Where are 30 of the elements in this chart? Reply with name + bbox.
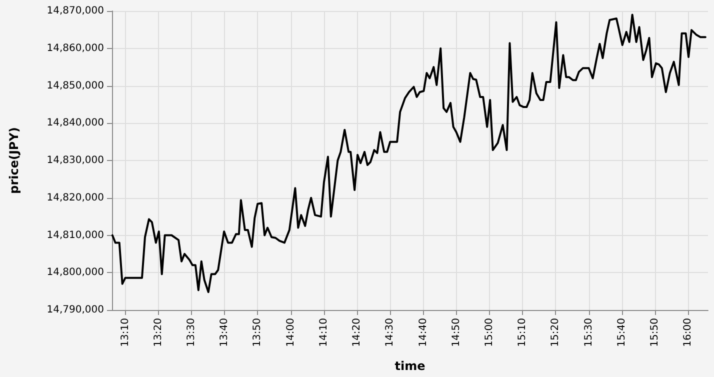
y-tick-label: 14,820,000 <box>46 192 104 204</box>
y-tick-label: 14,830,000 <box>46 155 104 166</box>
y-tick-label: 14,870,000 <box>46 6 104 16</box>
y-axis-title: price(JPY) <box>7 127 21 194</box>
x-tick-label: 13:30 <box>186 318 197 347</box>
x-tick-label: 16:00 <box>682 318 694 347</box>
x-tick-label: 14:30 <box>384 318 396 347</box>
y-tick-label: 14,810,000 <box>46 230 104 241</box>
x-tick-label: 14:00 <box>285 318 296 347</box>
x-tick-label: 15:40 <box>616 318 628 347</box>
x-axis-title: time <box>394 359 426 373</box>
y-tick-label: 14,860,000 <box>46 42 104 54</box>
x-tick-label: 13:50 <box>252 318 264 347</box>
x-tick-label: 14:20 <box>352 318 363 347</box>
x-tick-label: 15:10 <box>517 318 528 347</box>
x-tick-label: 15:20 <box>550 318 562 347</box>
x-tick-label: 13:10 <box>120 318 131 347</box>
y-tick-label: 14,790,000 <box>46 304 104 316</box>
x-tick-label: 13:40 <box>219 318 230 347</box>
x-tick-label: 14:10 <box>318 318 330 347</box>
x-tick-label: 15:00 <box>484 318 495 347</box>
line-series <box>111 14 706 294</box>
x-tick-label: 13:20 <box>152 318 164 347</box>
y-tick-label: 14,800,000 <box>46 267 104 278</box>
x-tick-label: 14:40 <box>418 318 429 347</box>
x-tick-label: 14:50 <box>450 318 462 347</box>
x-tick-label: 15:30 <box>583 318 594 347</box>
y-tick-label: 14,850,000 <box>46 80 104 92</box>
x-tick-label: 15:50 <box>650 318 661 347</box>
y-tick-label: 14,840,000 <box>46 118 104 129</box>
